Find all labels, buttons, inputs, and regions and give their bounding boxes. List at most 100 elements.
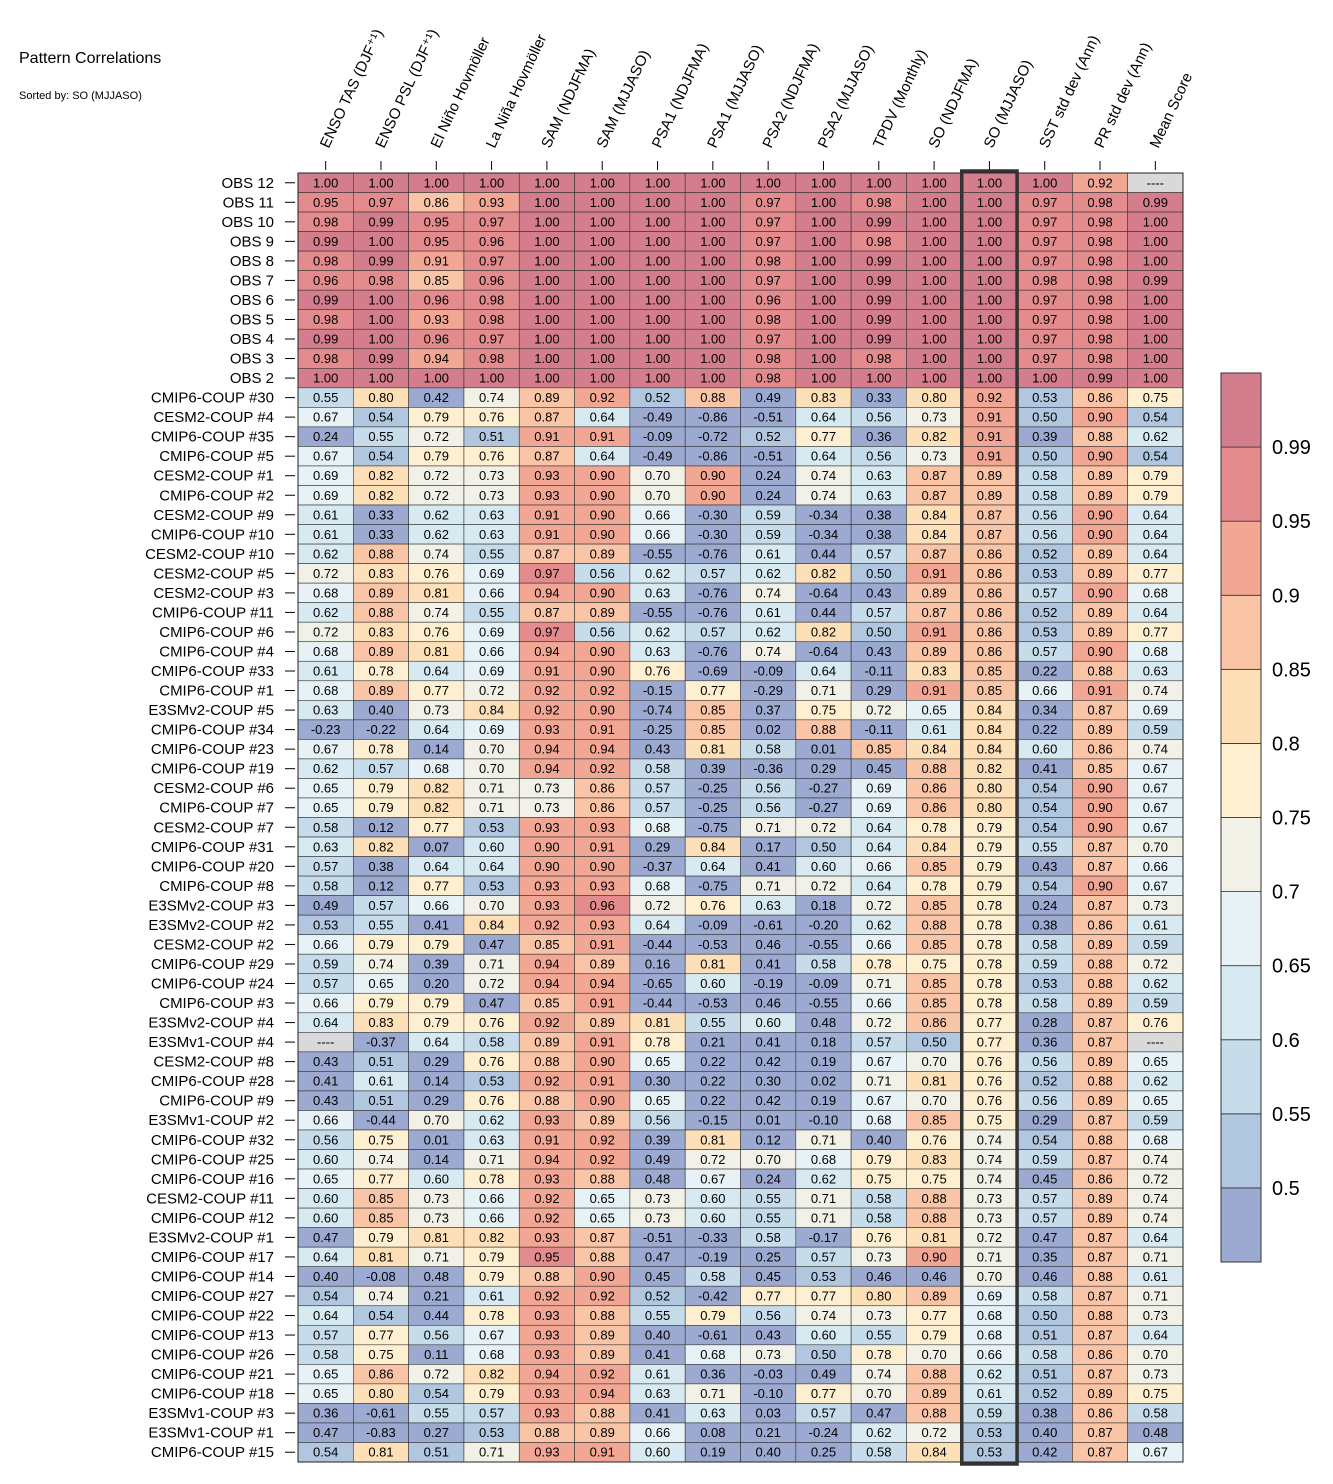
cell-value-label: 0.47 (479, 996, 504, 1011)
cell-value-label: 0.53 (977, 1445, 1002, 1460)
cell-value-label: 0.94 (534, 742, 559, 757)
cell-value-label: 0.72 (921, 1425, 946, 1440)
cell-value-label: -0.10 (753, 1386, 783, 1401)
cell-value-label: 0.47 (313, 1230, 338, 1245)
cell-value-label: 0.90 (590, 527, 615, 542)
cell-value-label: -0.64 (809, 585, 839, 600)
cell-value-label: 0.53 (1032, 624, 1057, 639)
colorbar-segment (1220, 1187, 1262, 1263)
cell-value-label: 0.79 (479, 1269, 504, 1284)
cell-value-label: 0.49 (811, 1367, 836, 1382)
cell-value-label: 0.19 (811, 1054, 836, 1069)
cell-value-label: 0.54 (1032, 1132, 1057, 1147)
cell-value-label: 0.56 (1032, 527, 1057, 542)
cell-value-label: 0.81 (921, 1074, 946, 1089)
cell-value-label: 0.82 (424, 800, 449, 815)
cell-value-label: 0.98 (1087, 312, 1112, 327)
row-label: CESM2-COUP #4 (153, 409, 274, 426)
row-label: CESM2-COUP #2 (153, 936, 274, 953)
cell-value-label: 0.58 (313, 878, 338, 893)
cell-value-label: 0.53 (811, 1269, 836, 1284)
cell-value-label: 0.45 (756, 1269, 781, 1284)
cell-value-label: 0.57 (368, 898, 393, 913)
cell-value-label: 0.54 (368, 1308, 393, 1323)
row-label: CMIP6-COUP #8 (159, 878, 274, 895)
cell-value-label: 0.74 (756, 585, 781, 600)
cell-value-label: 0.90 (1087, 820, 1112, 835)
cell-value-label: 0.72 (1143, 1171, 1168, 1186)
row-label: CMIP6-COUP #17 (151, 1249, 274, 1266)
cell-value-label: 0.67 (1143, 820, 1168, 835)
cell-value-label: 0.86 (921, 800, 946, 815)
cell-value-label: 0.92 (590, 1132, 615, 1147)
cell-value-label: 1.00 (590, 292, 615, 307)
cell-value-label: 0.49 (645, 1152, 670, 1167)
row-label: CESM2-COUP #9 (153, 507, 274, 524)
cell-value-label: 1.00 (590, 273, 615, 288)
cell-value-label: 0.67 (866, 1054, 891, 1069)
cell-value-label: 0.29 (811, 761, 836, 776)
cell-value-label: 0.78 (479, 1171, 504, 1186)
cell-value-label: 0.74 (1143, 683, 1168, 698)
cell-value-label: 0.85 (977, 664, 1002, 679)
cell-value-label: 0.24 (756, 468, 781, 483)
colorbar-tick-label: 0.65 (1272, 956, 1311, 978)
cell-value-label: 0.59 (1143, 722, 1168, 737)
cell-value-label: -0.69 (698, 664, 728, 679)
cell-value-label: 0.90 (534, 859, 559, 874)
row-label: CMIP6-COUP #35 (151, 429, 274, 446)
cell-value-label: 0.71 (866, 1074, 891, 1089)
cell-value-label: -0.76 (698, 546, 728, 561)
cell-value-label: 0.64 (811, 410, 836, 425)
cell-value-label: 1.00 (977, 292, 1002, 307)
cell-value-label: 0.92 (534, 683, 559, 698)
cell-value-label: 1.00 (811, 214, 836, 229)
cell-value-label: 1.00 (368, 332, 393, 347)
cell-value-label: 0.98 (866, 195, 891, 210)
cell-value-label: 0.77 (424, 683, 449, 698)
cell-value-label: 0.50 (1032, 410, 1057, 425)
cell-value-label: 0.72 (424, 468, 449, 483)
cell-value-label: 1.00 (368, 175, 393, 190)
cell-value-label: 0.70 (479, 898, 504, 913)
cell-value-label: 0.71 (977, 1249, 1002, 1264)
cell-value-label: 0.22 (700, 1054, 725, 1069)
cell-value-label: 0.63 (479, 1132, 504, 1147)
cell-value-label: 0.71 (479, 781, 504, 796)
row-label: E3SMv2-COUP #2 (148, 917, 274, 934)
cell-value-label: 0.97 (1032, 351, 1057, 366)
cell-value-label: 0.57 (811, 1249, 836, 1264)
row-label: CMIP6-COUP #34 (151, 722, 274, 739)
cell-value-label: 1.00 (700, 312, 725, 327)
cell-value-label: 0.22 (1032, 722, 1057, 737)
cell-value-label: 0.88 (1087, 1074, 1112, 1089)
cell-value-label: 0.68 (811, 1152, 836, 1167)
cell-value-label: 0.87 (1087, 1113, 1112, 1128)
cell-value-label: 0.90 (921, 1249, 946, 1264)
cell-value-label: 0.77 (977, 1015, 1002, 1030)
row-label: CMIP6-COUP #12 (151, 1210, 274, 1227)
colorbar-segment (1220, 965, 1262, 1041)
cell-value-label: 0.93 (534, 468, 559, 483)
cell-value-label: 0.47 (645, 1249, 670, 1264)
cell-value-label: 0.58 (1032, 468, 1057, 483)
cell-value-label: 0.58 (866, 1445, 891, 1460)
cell-value-label: 0.82 (811, 624, 836, 639)
cell-value-label: 0.83 (368, 624, 393, 639)
cell-value-label: 0.24 (313, 429, 338, 444)
cell-value-label: 0.67 (700, 1171, 725, 1186)
cell-value-label: 0.79 (977, 839, 1002, 854)
cell-value-label: 0.74 (977, 1132, 1002, 1147)
cell-value-label: 0.64 (645, 917, 670, 932)
cell-value-label: 0.93 (534, 1445, 559, 1460)
cell-value-label: 0.53 (479, 820, 504, 835)
cell-value-label: 0.75 (977, 1113, 1002, 1128)
cell-value-label: 0.40 (756, 1445, 781, 1460)
row-label: E3SMv2-COUP #5 (148, 702, 274, 719)
cell-value-label: 0.90 (590, 1054, 615, 1069)
cell-value-label: 1.00 (811, 292, 836, 307)
cell-value-label: 0.76 (977, 1074, 1002, 1089)
cell-value-label: 0.79 (368, 1230, 393, 1245)
row-label: OBS 3 (230, 351, 274, 368)
cell-value-label: 0.92 (1087, 175, 1112, 190)
